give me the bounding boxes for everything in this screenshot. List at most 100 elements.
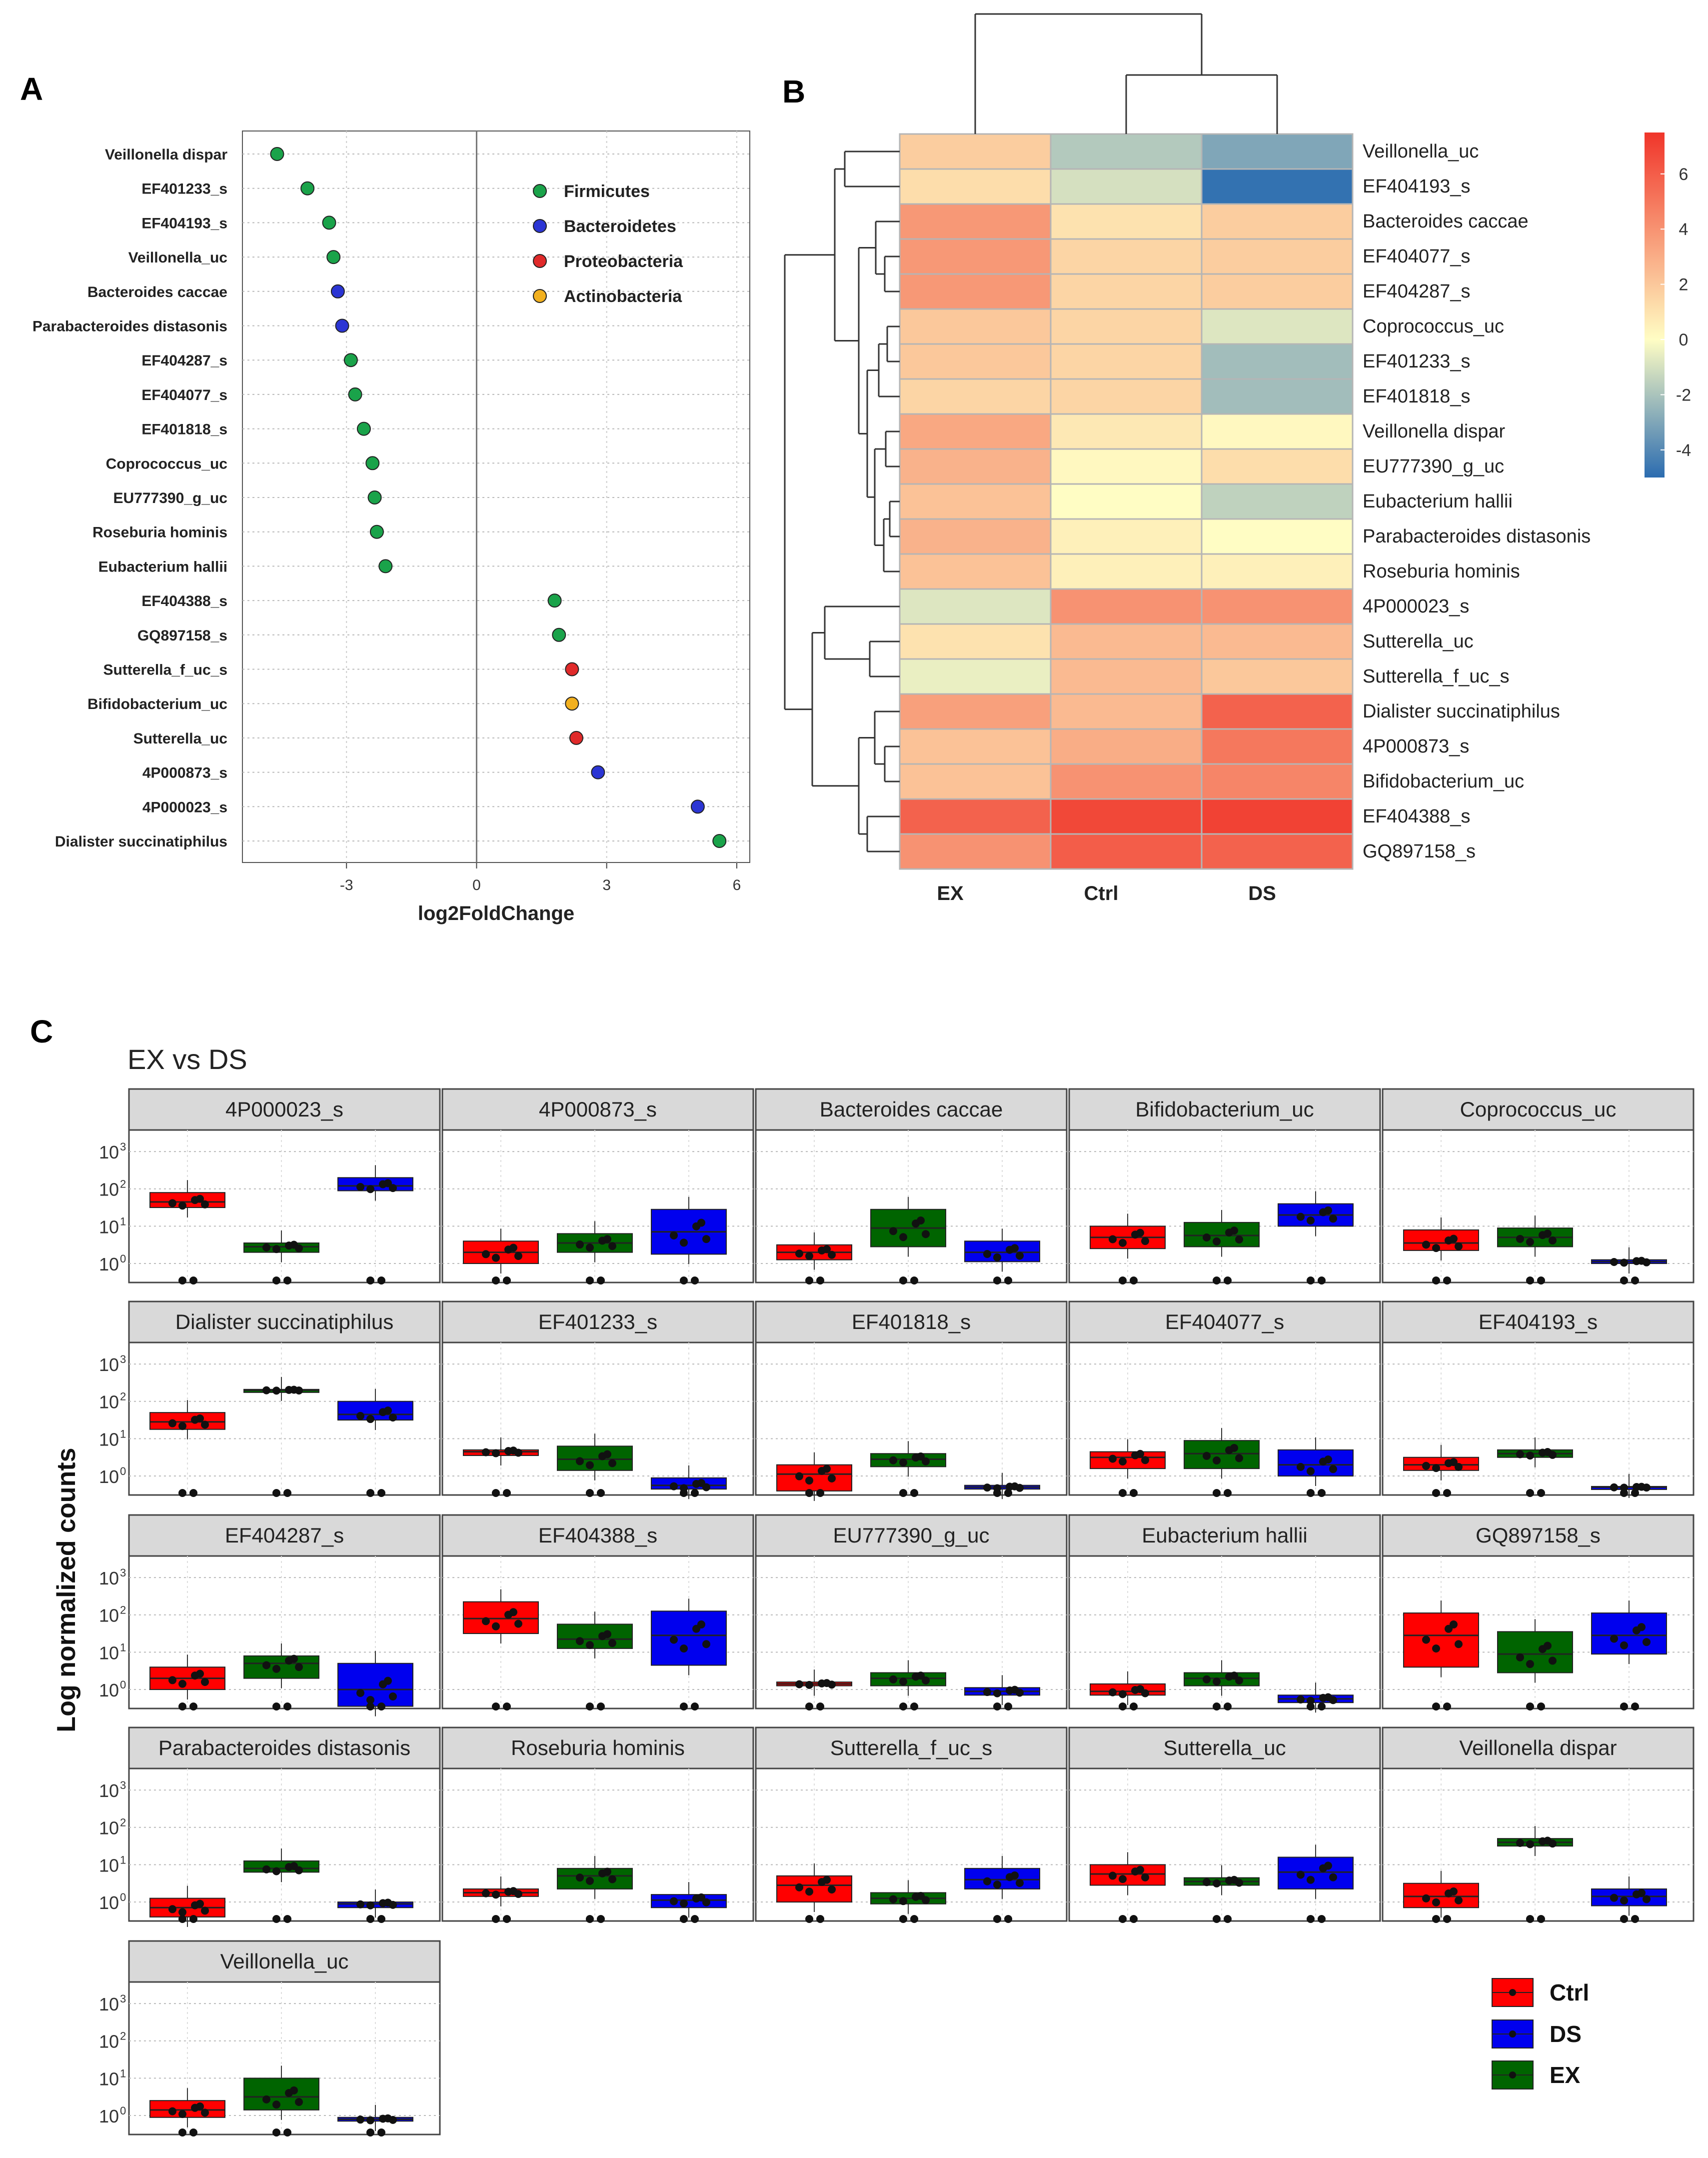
zero-point <box>189 2128 197 2136</box>
box <box>1184 1672 1260 1686</box>
data-point <box>1526 1452 1534 1460</box>
data-point <box>565 662 579 676</box>
data-point <box>565 696 579 711</box>
data-point <box>1620 1641 1628 1650</box>
facet-title: Veillonella_uc <box>220 1950 349 1973</box>
data-point <box>326 250 341 264</box>
y-tick-base: 10 <box>99 1254 119 1274</box>
heatmap-cell <box>1050 273 1203 310</box>
row-label: Veillonella dispar <box>1363 421 1506 442</box>
zero-point <box>1130 1489 1138 1497</box>
heatmap-cell <box>899 553 1052 590</box>
data-point <box>702 1898 710 1906</box>
data-point <box>1450 1620 1458 1628</box>
heatmap-cell <box>899 798 1052 835</box>
data-point <box>586 1641 594 1650</box>
zero-point <box>503 1489 511 1497</box>
heatmap-cell <box>899 203 1052 240</box>
y-tick-label: 4P000023_s <box>142 799 227 816</box>
data-point <box>168 1676 176 1684</box>
data-point <box>272 1245 280 1254</box>
heatmap-cell <box>1050 798 1203 835</box>
zero-point <box>189 1915 197 1923</box>
data-point <box>378 559 393 574</box>
data-point <box>1638 1256 1646 1265</box>
facet-title: 4P000023_s <box>225 1098 343 1121</box>
zero-point <box>272 1489 280 1497</box>
zero-point <box>1004 1915 1012 1923</box>
data-point <box>272 1867 280 1876</box>
box <box>463 1601 539 1634</box>
data-point <box>680 1238 688 1247</box>
facet-panel: Eubacterium hallii <box>1068 1514 1381 1713</box>
data-point <box>983 1484 991 1492</box>
panel-a-frame <box>242 130 750 863</box>
y-tick-label: EF404193_s <box>141 215 227 232</box>
data-point <box>1422 1240 1430 1249</box>
data-point <box>1544 1642 1552 1650</box>
data-point <box>670 1897 678 1906</box>
facet-strip <box>441 1088 754 1131</box>
zero-point <box>1443 1702 1451 1710</box>
data-point <box>1544 1448 1552 1456</box>
box <box>1403 1229 1479 1251</box>
data-point <box>1610 1483 1618 1492</box>
y-tick-exponent: 0 <box>120 1465 126 1478</box>
zero-point <box>899 1702 907 1710</box>
data-point <box>889 1675 897 1684</box>
y-tick-base: 10 <box>99 2032 119 2052</box>
y-tick-base: 10 <box>99 1680 119 1700</box>
y-tick-label: Sutterella_f_uc_s <box>103 662 227 678</box>
row-label: Dialister succinatiphilus <box>1363 701 1560 722</box>
data-point <box>356 1182 364 1191</box>
box <box>557 1446 633 1471</box>
data-point <box>384 2114 392 2122</box>
zero-point <box>680 1915 688 1923</box>
zero-point <box>1119 1489 1127 1497</box>
zero-point <box>1224 1702 1232 1710</box>
data-point <box>1109 1235 1117 1244</box>
data-point <box>1136 1685 1144 1694</box>
zero-point <box>1443 1489 1451 1497</box>
zero-point <box>1432 1702 1440 1710</box>
data-point <box>492 1622 500 1630</box>
data-point <box>389 1692 397 1700</box>
y-tick-exponent: 1 <box>120 1641 126 1654</box>
zero-point <box>1631 1915 1639 1923</box>
zero-point <box>1224 1489 1232 1497</box>
data-point <box>603 1235 611 1244</box>
data-point <box>201 1906 209 1915</box>
data-point <box>697 1620 705 1628</box>
row-label: EF404287_s <box>1363 281 1471 302</box>
zero-point <box>178 1915 186 1923</box>
data-point <box>889 1227 897 1236</box>
panel-a-dotplot: -3 0 3 6 log2FoldChange Veillonella dispar EF4… <box>32 130 750 924</box>
legend-tick-label: 0 <box>1679 330 1689 350</box>
zero-point <box>272 1276 280 1284</box>
facet-strip <box>128 1088 441 1131</box>
data-point <box>1549 1656 1557 1665</box>
heatmap-cell <box>1050 658 1203 695</box>
x-tick-label: 0 <box>472 877 481 894</box>
facet-strip <box>441 1300 754 1344</box>
row-label: Sutterella_uc <box>1363 631 1474 652</box>
data-point <box>1230 1672 1238 1680</box>
facet-strip <box>1068 1088 1381 1131</box>
zero-point <box>680 1702 688 1710</box>
data-point <box>889 1456 897 1464</box>
facet-title: EF401818_s <box>852 1310 971 1334</box>
zero-point <box>816 1702 824 1710</box>
zero-point <box>1631 1489 1639 1497</box>
zero-point <box>1318 1276 1326 1284</box>
zero-point <box>189 1276 197 1284</box>
panel-label-a: A <box>20 71 43 107</box>
facet-plot-area <box>1068 1768 1381 1922</box>
data-point <box>1141 1456 1149 1464</box>
y-tick-exponent: 1 <box>120 1215 126 1228</box>
zero-point <box>910 1276 918 1284</box>
data-point <box>356 1688 364 1697</box>
zero-point <box>691 1915 699 1923</box>
row-label: 4P000023_s <box>1363 596 1469 617</box>
legend-key-point <box>1509 2072 1516 2078</box>
data-point <box>1432 1898 1440 1906</box>
